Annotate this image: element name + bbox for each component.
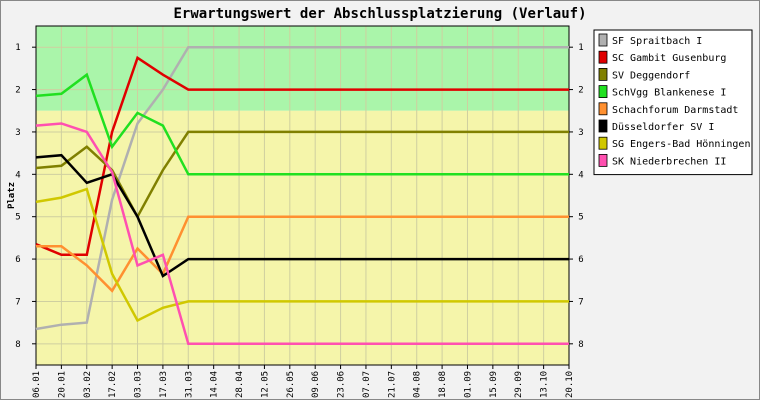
legend-label: Düsseldorfer SV I bbox=[612, 122, 714, 133]
series-line-4 bbox=[35, 72, 569, 176]
y-tick-label-left: 5 bbox=[15, 213, 20, 223]
x-tick-label: 01.09 bbox=[463, 371, 473, 398]
x-tick-label: 31.03 bbox=[184, 371, 194, 398]
y-tick-label-right: 6 bbox=[578, 255, 583, 265]
x-tick-label: 03.03 bbox=[134, 371, 144, 398]
series-line-7 bbox=[35, 187, 569, 323]
x-tick-label: 18.08 bbox=[438, 371, 448, 398]
x-tick-label: 28.04 bbox=[235, 371, 245, 398]
x-tick-label: 03.02 bbox=[83, 371, 93, 398]
band-1 bbox=[36, 26, 569, 111]
legend-swatch bbox=[598, 68, 608, 81]
y-tick-label-left: 3 bbox=[15, 128, 20, 138]
y-tick-label-left: 8 bbox=[15, 340, 20, 350]
x-tick-label: 20.10 bbox=[565, 371, 575, 398]
series-line-5 bbox=[36, 215, 569, 293]
series-line-6 bbox=[35, 153, 569, 278]
x-tick-label: 07.07 bbox=[362, 371, 372, 398]
y-tick-label-right: 8 bbox=[578, 340, 583, 350]
legend-swatch bbox=[598, 50, 608, 64]
legend-swatch bbox=[598, 136, 608, 150]
legend-label: SV Deggendorf bbox=[612, 70, 690, 81]
y-tick-label-left: 6 bbox=[15, 255, 20, 265]
y-axis-label: Platz bbox=[7, 182, 17, 209]
series-line-2 bbox=[35, 55, 569, 257]
y-tick-label-right: 3 bbox=[578, 128, 583, 138]
legend-label: Schachforum Darmstadt bbox=[612, 105, 738, 116]
y-tick-label-right: 5 bbox=[578, 213, 583, 223]
legend: SF Spraitbach I SC Gambit Gusenburg SV Deg… bbox=[593, 29, 753, 176]
x-tick-label: 20.01 bbox=[57, 371, 67, 398]
legend-label: SF Spraitbach I bbox=[612, 36, 702, 47]
x-tick-label: 29.09 bbox=[514, 371, 524, 398]
y-tick-label-right: 2 bbox=[578, 86, 583, 96]
series-line-8 bbox=[35, 122, 569, 346]
x-tick-label: 14.04 bbox=[210, 371, 220, 398]
y-tick-label-left: 7 bbox=[15, 297, 20, 307]
legend-label: SK Niederbrechen II bbox=[612, 156, 726, 167]
x-tick-label: 06.01 bbox=[32, 371, 42, 398]
legend-box bbox=[593, 29, 753, 176]
x-tick-label: 09.06 bbox=[311, 371, 321, 398]
series-line-1 bbox=[35, 45, 569, 331]
x-tick-label: 21.07 bbox=[387, 371, 397, 398]
x-tick-label: 17.03 bbox=[159, 371, 169, 398]
legend-swatch bbox=[598, 33, 608, 47]
legend-swatch bbox=[598, 119, 608, 133]
legend-label: SC Gambit Gusenburg bbox=[612, 53, 726, 64]
y-tick-label-right: 7 bbox=[578, 297, 583, 307]
legend-swatch bbox=[598, 102, 608, 116]
x-tick-label: 15.09 bbox=[489, 371, 499, 398]
y-tick-label-right: 4 bbox=[578, 170, 583, 180]
legend-label: SchVgg Blankenese I bbox=[612, 88, 726, 99]
legend-label: SG Engers-Bad Hönningen bbox=[612, 139, 750, 150]
x-tick-label: 13.10 bbox=[540, 371, 550, 398]
y-tick-label-left: 2 bbox=[15, 86, 20, 96]
y-tick-label-left: 4 bbox=[15, 170, 20, 180]
x-tick-label: 12.05 bbox=[260, 371, 270, 398]
x-tick-label: 17.02 bbox=[108, 371, 118, 398]
x-tick-label: 23.06 bbox=[337, 371, 347, 398]
chart-title: Erwartungswert der Abschlussplatzierung … bbox=[173, 6, 586, 22]
legend-swatch bbox=[598, 153, 608, 167]
x-tick-label: 26.05 bbox=[286, 371, 296, 398]
legend-swatch bbox=[598, 85, 608, 98]
band-2 bbox=[36, 110, 569, 365]
plot-border bbox=[35, 25, 570, 366]
x-tick-label: 04.08 bbox=[413, 371, 423, 398]
y-tick-label-right: 1 bbox=[578, 43, 583, 53]
y-tick-label-left: 1 bbox=[15, 43, 20, 53]
